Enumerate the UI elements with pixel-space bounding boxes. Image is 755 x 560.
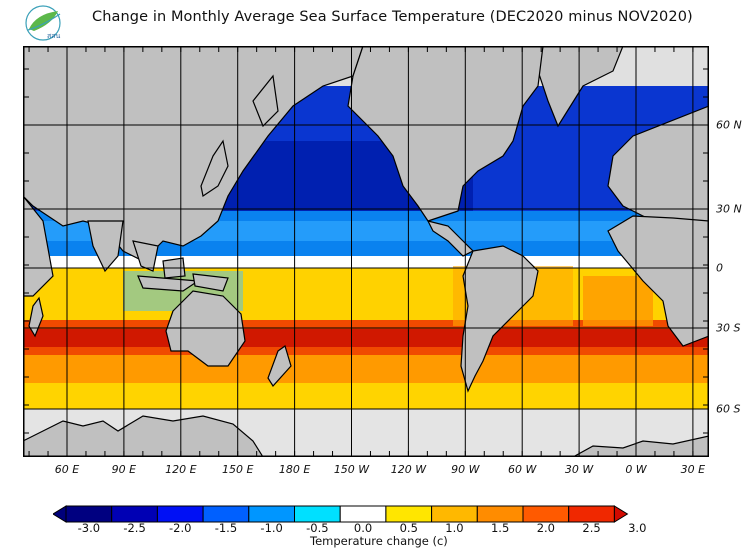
map-frame (23, 46, 709, 457)
latitude-tick-label: 60 N (716, 118, 742, 132)
longitude-tick-label: 30 W (564, 463, 594, 476)
longitude-tick-label: 120 W (390, 463, 427, 476)
land-indochina (132, 240, 159, 272)
colorbar-tick-label: 1.5 (490, 521, 510, 535)
latitude-tick-label: 60 S (716, 402, 741, 416)
land-central-america (426, 220, 475, 257)
latitude-tick-label: 0 (716, 261, 723, 275)
land-indonesia (137, 275, 200, 292)
longitude-tick-label: 60 E (54, 463, 80, 476)
colorbar-bin (568, 505, 615, 523)
colorbar-tick-label: -1.0 (260, 521, 283, 535)
colorbar-tick-label: -0.5 (306, 521, 329, 535)
land-new-zealand (267, 345, 292, 387)
latitude-tick-label: 30 N (716, 202, 742, 216)
longitude-tick-label: 150 E (221, 463, 254, 476)
land-india (87, 220, 124, 273)
longitude-tick-label: 90 E (111, 463, 137, 476)
colorbar-bin (111, 505, 158, 523)
sst-change-map (23, 46, 709, 457)
band-50s (23, 383, 709, 409)
colorbar-bin (339, 505, 387, 523)
colorbar-bin (476, 505, 524, 523)
colorbar-bin (156, 505, 204, 523)
map-title: Change in Monthly Average Sea Surface Te… (92, 9, 693, 25)
longitude-tick-label: 0 W (625, 463, 647, 476)
colorbar-bin (385, 505, 433, 523)
colorbar-tick-label: -1.5 (214, 521, 238, 535)
land-africa (607, 215, 709, 347)
frame-ticks (23, 46, 709, 457)
colorbar-bin (294, 505, 341, 523)
longitude-tick-label: 30 E (680, 463, 706, 476)
colorbar-tick-label: -2.5 (123, 521, 146, 535)
colorbar (53, 505, 629, 523)
logo-text: สสน (47, 32, 61, 40)
colorbar-bin (522, 505, 570, 523)
colorbar-bin (202, 505, 250, 523)
longitude-tick-label: 120 E (165, 463, 197, 476)
land-kamchatka (252, 74, 279, 128)
colorbar-tick-label: 1.0 (445, 521, 464, 535)
colorbar-tick-label: -2.0 (169, 521, 192, 535)
graticule (23, 46, 709, 457)
longitude-tick-label: 180 E (278, 463, 311, 476)
band-40s (23, 355, 709, 383)
colorbar-bin (248, 505, 296, 523)
colorbar-tick-label: 0.5 (399, 521, 418, 535)
band-30s-core (23, 329, 709, 347)
land-eurasia (23, 46, 364, 262)
land-madagascar (28, 296, 44, 338)
latitude-tick-label: 30 S (716, 321, 741, 335)
colorbar-tick-label: 3.0 (628, 521, 647, 535)
land-masses (23, 46, 709, 457)
land-antarctica (23, 415, 264, 457)
land-africa-west (23, 195, 54, 297)
land-north-america (347, 46, 544, 222)
colorbar-tick-label: 2.5 (582, 521, 601, 535)
colorbar-bin (431, 505, 478, 523)
colorbar-bin (53, 505, 67, 523)
longitude-tick-label: 90 W (451, 463, 480, 476)
longitude-tick-label: 60 W (508, 463, 537, 476)
land-new-guinea (192, 273, 229, 292)
organization-logo: สสน (25, 5, 61, 41)
colorbar-tick-label: 0.0 (353, 521, 373, 535)
land-antarctica-east (572, 435, 709, 457)
land-japan (200, 139, 229, 197)
colorbar-bin (65, 505, 113, 523)
colorbar-title: Temperature change (c) (310, 534, 448, 548)
patch-south-atlantic (583, 276, 653, 326)
colorbar-tick-label: 2.0 (536, 521, 555, 535)
colorbar-bin (613, 505, 629, 523)
longitude-tick-label: 150 W (333, 463, 370, 476)
colorbar-tick-label: -3.0 (77, 521, 101, 535)
land-south-america (460, 245, 539, 393)
